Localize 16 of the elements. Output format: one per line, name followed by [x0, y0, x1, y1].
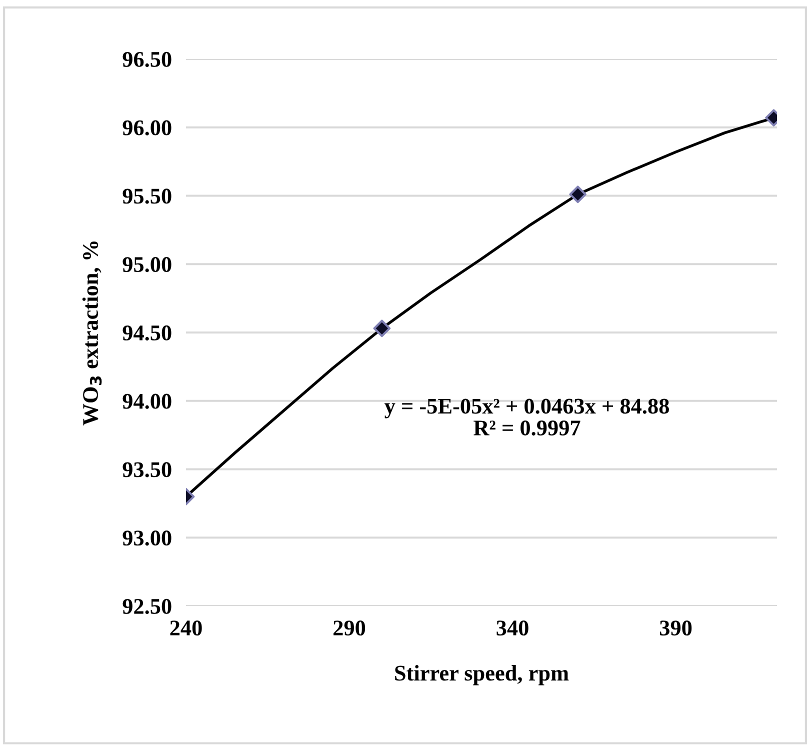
x-axis-title: Stirrer speed, rpm: [395, 665, 569, 686]
y-tick-label: 96.00: [122, 120, 172, 136]
y-tick-label: 93.00: [122, 530, 172, 546]
x-tick-label: 390: [660, 620, 692, 636]
y-tick-label: 94.50: [122, 325, 172, 341]
y-axis-title: WO$_{3}$ extraction, %: [82, 242, 102, 426]
x-tick-label: 240: [170, 620, 202, 636]
y-tick-label: 95.00: [122, 257, 172, 272]
y-tick-label: 94.00: [122, 394, 172, 409]
y-tick-label: 92.50: [122, 598, 172, 614]
y-tick-label: 93.50: [122, 462, 172, 478]
x-tick-label: 340: [496, 620, 528, 636]
x-tick-label: 290: [334, 620, 366, 636]
y-tick-label: 96.50: [122, 52, 172, 68]
y-tick-label: 95.50: [122, 188, 172, 204]
annotation: y = -5E-05x² + 0.0463x + 84.88 R² = 0.9997: [384, 398, 669, 436]
